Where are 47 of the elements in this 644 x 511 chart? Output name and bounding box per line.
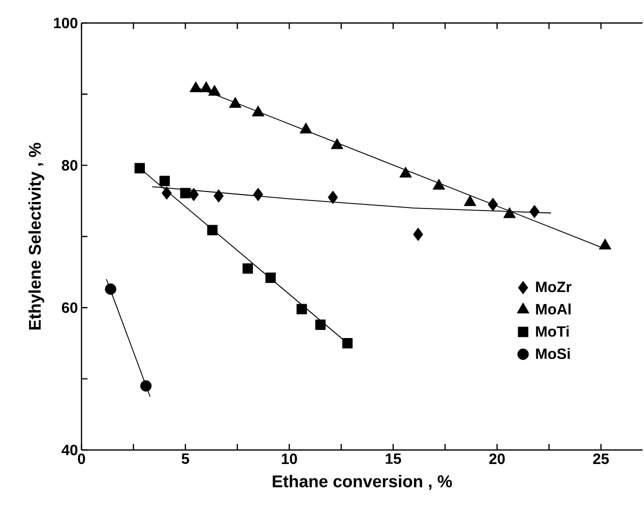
legend-label: MoZr	[536, 282, 572, 292]
point	[413, 228, 424, 242]
x-tick-label: 20	[489, 454, 505, 464]
point	[265, 272, 276, 283]
point	[162, 186, 172, 200]
point	[134, 162, 145, 174]
point	[328, 190, 338, 204]
point	[503, 207, 516, 218]
point	[296, 304, 307, 314]
x-tick-label: 10	[282, 454, 297, 464]
point	[432, 178, 446, 190]
point	[529, 204, 540, 218]
point	[188, 188, 199, 202]
x-axis-title: Ethane conversion , %	[272, 474, 452, 490]
point	[300, 122, 312, 134]
point	[330, 138, 344, 150]
point	[180, 188, 191, 198]
point	[342, 338, 353, 348]
point	[214, 189, 224, 203]
point	[315, 320, 326, 330]
point	[598, 238, 612, 250]
legend-label: MoAl	[536, 304, 571, 314]
y-tick-label: 100	[54, 18, 78, 28]
point	[208, 84, 221, 96]
x-tick-label: 15	[386, 454, 402, 464]
x-tick-label: 5	[182, 454, 190, 464]
point	[190, 81, 202, 92]
point	[207, 224, 218, 236]
y-tick-label: 60	[62, 302, 78, 313]
legend-label: MoSi	[536, 348, 570, 360]
y-tick-label: 40	[62, 444, 78, 456]
y-axis-title: Ethylene Selectivity , %	[28, 142, 44, 330]
point	[464, 195, 476, 206]
y-tick-label: 80	[62, 160, 78, 171]
point	[200, 81, 212, 92]
point	[488, 198, 498, 212]
point	[252, 105, 264, 116]
point	[159, 176, 170, 186]
point	[140, 380, 152, 392]
point	[253, 188, 264, 202]
x-tick-label: 0	[78, 454, 86, 464]
point	[104, 283, 116, 295]
point	[242, 263, 253, 274]
x-tick-label: 25	[593, 454, 609, 464]
legend-label: MoTi	[536, 326, 569, 337]
point	[399, 166, 412, 178]
point	[229, 96, 242, 108]
